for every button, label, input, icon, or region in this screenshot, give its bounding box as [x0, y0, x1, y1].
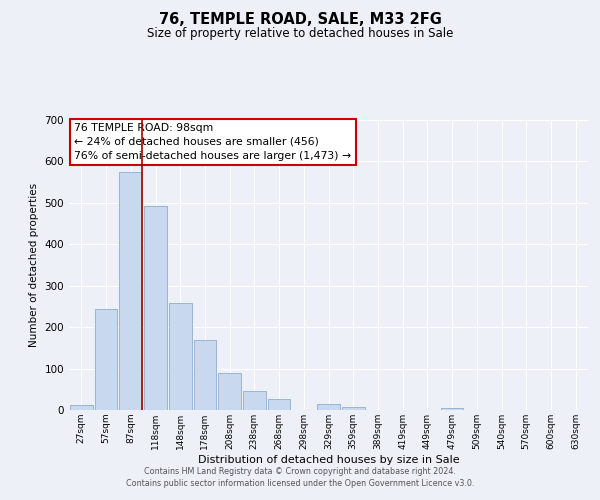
Bar: [342, 407, 365, 410]
Bar: [144, 206, 167, 410]
Text: Contains HM Land Registry data © Crown copyright and database right 2024.
Contai: Contains HM Land Registry data © Crown c…: [126, 466, 474, 487]
Bar: [243, 390, 266, 410]
X-axis label: Distribution of detached houses by size in Sale: Distribution of detached houses by size …: [197, 454, 460, 464]
Bar: [70, 405, 93, 410]
Bar: [218, 372, 241, 410]
Text: Size of property relative to detached houses in Sale: Size of property relative to detached ho…: [147, 28, 453, 40]
Bar: [317, 404, 340, 410]
Bar: [194, 340, 216, 410]
Bar: [169, 303, 191, 410]
Bar: [119, 172, 142, 410]
Bar: [95, 308, 118, 410]
Text: 76, TEMPLE ROAD, SALE, M33 2FG: 76, TEMPLE ROAD, SALE, M33 2FG: [158, 12, 442, 28]
Bar: [268, 399, 290, 410]
Bar: [441, 408, 463, 410]
Text: 76 TEMPLE ROAD: 98sqm
← 24% of detached houses are smaller (456)
76% of semi-det: 76 TEMPLE ROAD: 98sqm ← 24% of detached …: [74, 123, 352, 161]
Y-axis label: Number of detached properties: Number of detached properties: [29, 183, 39, 347]
